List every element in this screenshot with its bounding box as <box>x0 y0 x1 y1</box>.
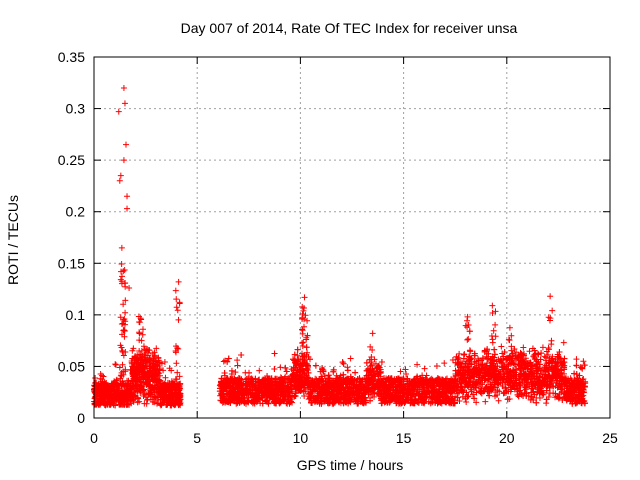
data-point <box>156 378 163 385</box>
data-point <box>113 381 120 388</box>
data-point <box>137 385 144 392</box>
data-point <box>141 365 148 372</box>
data-point <box>159 387 166 394</box>
data-point <box>119 389 126 396</box>
data-point <box>146 356 153 363</box>
data-point <box>113 361 120 368</box>
data-point <box>116 364 123 371</box>
data-point <box>117 401 124 408</box>
data-point <box>142 379 149 386</box>
data-point <box>118 395 125 402</box>
data-point <box>151 371 158 378</box>
data-point <box>129 384 136 391</box>
data-point <box>165 383 172 390</box>
data-point <box>169 389 176 396</box>
data-point <box>146 383 153 390</box>
data-point <box>156 359 163 366</box>
data-points <box>91 84 589 409</box>
data-point <box>95 401 102 408</box>
data-point <box>112 361 119 368</box>
data-point <box>99 399 106 406</box>
data-point <box>145 391 152 398</box>
data-point <box>98 372 105 379</box>
data-point <box>168 367 175 374</box>
data-point <box>163 392 170 399</box>
data-point <box>168 402 175 409</box>
data-point <box>140 374 147 381</box>
data-point <box>115 394 122 401</box>
data-point <box>120 401 127 408</box>
data-point <box>93 397 100 404</box>
data-point <box>151 384 158 391</box>
grid-lines <box>94 57 610 418</box>
data-point <box>162 381 169 388</box>
data-point <box>146 368 153 375</box>
data-point <box>122 389 129 396</box>
data-point <box>155 370 162 377</box>
data-point <box>144 346 151 353</box>
data-point <box>132 393 139 400</box>
data-point <box>109 386 116 393</box>
data-point <box>108 381 115 388</box>
data-point <box>143 400 150 407</box>
data-point <box>176 373 183 380</box>
data-point <box>118 382 125 389</box>
data-point <box>158 400 165 407</box>
data-point <box>125 381 132 388</box>
data-point <box>134 399 141 406</box>
data-point <box>114 387 121 394</box>
data-point <box>113 397 120 404</box>
data-point <box>171 384 178 391</box>
data-point <box>97 383 104 390</box>
data-point <box>155 369 162 376</box>
data-point <box>156 366 163 373</box>
data-point <box>140 386 147 393</box>
data-point <box>153 345 160 352</box>
data-point <box>161 358 168 365</box>
data-point <box>119 380 126 387</box>
data-point <box>126 387 133 394</box>
data-point <box>175 392 182 399</box>
data-point <box>105 398 112 405</box>
data-point <box>155 359 162 366</box>
data-point <box>146 377 153 384</box>
data-point <box>130 373 137 380</box>
data-point <box>151 352 158 359</box>
data-point <box>92 374 99 381</box>
data-point <box>173 376 180 383</box>
data-point <box>134 378 141 385</box>
data-point <box>158 392 165 399</box>
data-point <box>154 393 161 400</box>
data-point <box>162 374 169 381</box>
data-point <box>102 395 109 402</box>
data-point <box>110 397 117 404</box>
data-point <box>130 396 137 403</box>
data-point <box>176 394 183 401</box>
data-point <box>145 349 152 356</box>
data-point <box>169 396 176 403</box>
data-point <box>104 391 111 398</box>
data-point <box>136 398 143 405</box>
data-point <box>129 347 136 354</box>
chart-title: Day 007 of 2014, Rate Of TEC Index for r… <box>181 20 518 36</box>
data-point <box>96 390 103 397</box>
data-point <box>111 392 118 399</box>
data-point <box>154 363 161 370</box>
data-point <box>141 357 148 364</box>
data-point <box>151 359 158 366</box>
data-point <box>149 363 156 370</box>
data-point <box>176 385 183 392</box>
data-point <box>164 386 171 393</box>
data-point <box>127 397 134 404</box>
data-point <box>132 387 139 394</box>
data-point <box>134 352 141 359</box>
data-point <box>126 401 133 408</box>
data-point <box>131 355 138 362</box>
